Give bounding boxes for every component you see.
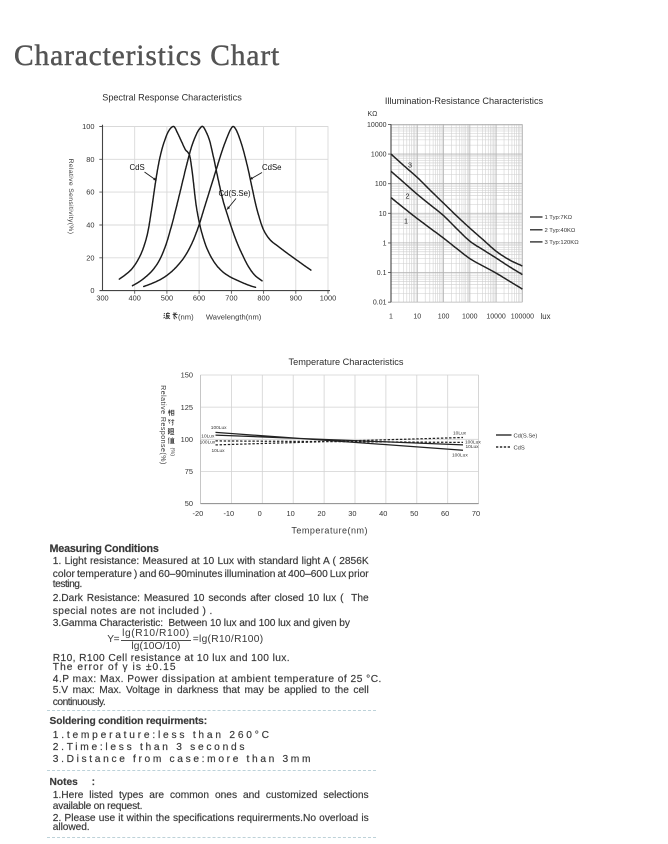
svg-text:300: 300 [96, 294, 108, 303]
svg-text:40: 40 [379, 509, 387, 518]
svg-text:Relative Sensitivity(%): Relative Sensitivity(%) [67, 159, 74, 235]
svg-text:75: 75 [185, 467, 193, 476]
svg-text:-20: -20 [193, 509, 204, 518]
svg-text:(%): (%) [169, 448, 175, 457]
svg-text:Temperature(nm): Temperature(nm) [291, 526, 368, 536]
svg-text:10Lux: 10Lux [201, 434, 215, 440]
svg-text:100Lux: 100Lux [200, 440, 216, 446]
svg-text:100: 100 [181, 435, 193, 444]
svg-text:150: 150 [181, 371, 193, 380]
svg-text:Cd(S.Se): Cd(S.Se) [219, 189, 251, 198]
svg-text:CdS: CdS [514, 445, 525, 451]
svg-text:Relative Response(%): Relative Response(%) [159, 385, 166, 465]
svg-text:50: 50 [185, 499, 193, 508]
svg-text:0: 0 [258, 509, 262, 518]
svg-text:70: 70 [472, 509, 480, 518]
svg-text:3 Typ:120KΩ: 3 Typ:120KΩ [545, 240, 580, 246]
svg-text:20: 20 [86, 253, 94, 262]
svg-text:10: 10 [286, 509, 294, 518]
svg-text:1: 1 [383, 240, 387, 247]
svg-text:-10: -10 [223, 509, 234, 518]
svg-text:900: 900 [290, 294, 302, 303]
svg-text:50: 50 [410, 509, 418, 518]
svg-text:1 Typ:7KΩ: 1 Typ:7KΩ [545, 215, 573, 221]
svg-text:CdS: CdS [130, 163, 145, 172]
svg-text:CdSe: CdSe [262, 163, 282, 172]
svg-text:10000: 10000 [486, 314, 506, 321]
svg-text:(nm): (nm) [178, 313, 194, 322]
svg-text:lux: lux [541, 312, 551, 321]
svg-text:20: 20 [317, 509, 325, 518]
svg-text:0.01: 0.01 [373, 300, 387, 307]
svg-text:10: 10 [413, 314, 421, 321]
svg-text:Illumination-Resistance Charac: Illumination-Resistance Characteristics [385, 96, 544, 106]
svg-text:100000: 100000 [511, 314, 534, 321]
svg-text:Cd(S.Se): Cd(S.Se) [514, 433, 538, 439]
svg-text:600: 600 [193, 294, 205, 303]
svg-text:1000: 1000 [371, 152, 387, 159]
svg-text:Spectral Response Characterist: Spectral Response Characteristics [102, 93, 242, 103]
svg-text:10000: 10000 [367, 122, 387, 129]
svg-text:700: 700 [225, 294, 237, 303]
svg-text:1000: 1000 [462, 314, 478, 321]
svg-text:800: 800 [257, 294, 269, 303]
svg-text:500: 500 [161, 294, 173, 303]
svg-text:60: 60 [441, 509, 449, 518]
svg-text:30: 30 [348, 509, 356, 518]
svg-text:60: 60 [86, 188, 94, 197]
svg-text:400: 400 [129, 294, 141, 303]
svg-text:3: 3 [408, 161, 412, 170]
svg-text:2: 2 [406, 192, 410, 201]
svg-text:1: 1 [389, 314, 393, 321]
svg-text:Temperature Characteristics: Temperature Characteristics [289, 357, 404, 367]
svg-text:0: 0 [90, 286, 94, 295]
svg-text:100Lux: 100Lux [211, 425, 227, 431]
svg-text:100Lux: 100Lux [452, 453, 468, 459]
svg-text:1: 1 [404, 217, 408, 226]
svg-text:100Lux: 100Lux [465, 440, 481, 446]
svg-text:Wavelength(nm): Wavelength(nm) [206, 313, 262, 322]
svg-text:KΩ: KΩ [368, 111, 378, 118]
svg-text:125: 125 [181, 403, 193, 412]
svg-text:40: 40 [86, 221, 94, 230]
svg-text:100: 100 [82, 122, 94, 131]
svg-text:100: 100 [375, 181, 387, 188]
svg-text:2 Typ:40KΩ: 2 Typ:40KΩ [545, 228, 576, 234]
svg-text:0.1: 0.1 [377, 270, 387, 277]
svg-text:100: 100 [438, 314, 450, 321]
svg-text:10Lux: 10Lux [466, 444, 480, 450]
svg-text:10Lux: 10Lux [453, 430, 467, 436]
svg-text:1000: 1000 [320, 294, 336, 303]
svg-text:10: 10 [379, 211, 387, 218]
svg-text:80: 80 [86, 155, 94, 164]
svg-text:10Lux: 10Lux [212, 448, 226, 454]
